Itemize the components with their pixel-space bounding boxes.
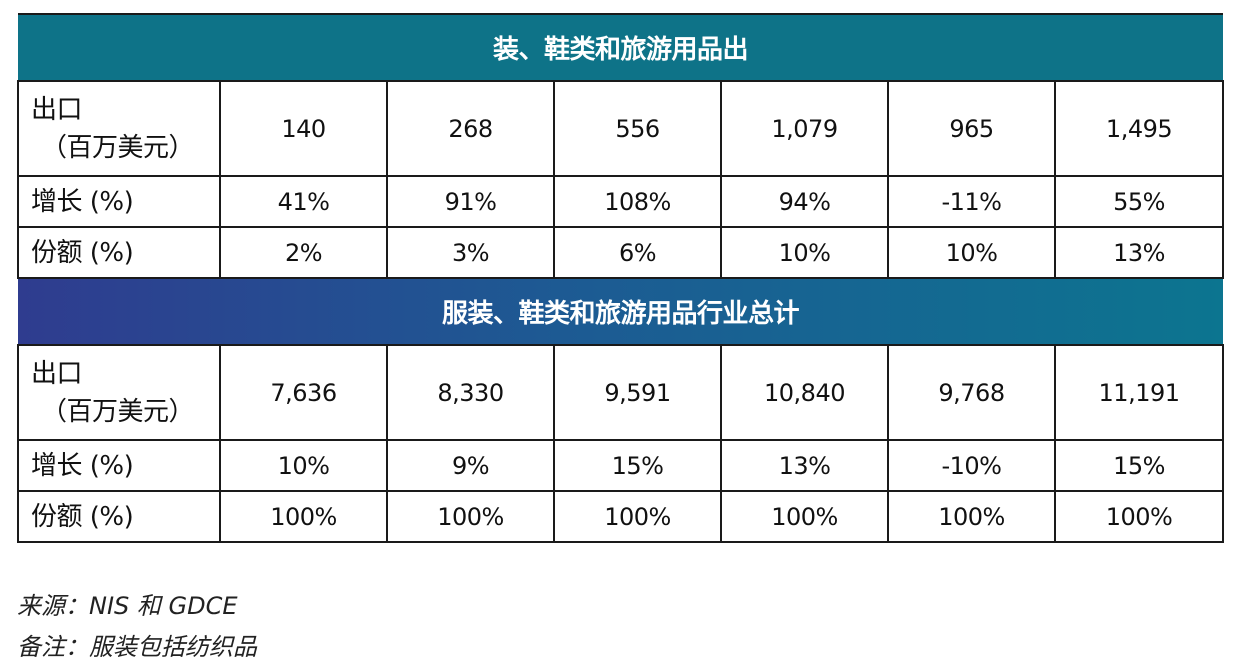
table-row: 份额 (%) 100% 100% 100% 100% 100% 100%	[17, 490, 1225, 543]
row-label-line2: （百万美元）	[41, 396, 195, 427]
row-label: 份额 (%)	[17, 490, 221, 543]
table-cell: 9,768	[887, 344, 1056, 441]
row-label-line2: （百万美元）	[41, 132, 195, 163]
table-cell: 10%	[720, 226, 889, 279]
table-cell: 1,495	[1053, 80, 1225, 177]
table-cell: 8,330	[386, 344, 555, 441]
table-cell: 11,191	[1053, 344, 1225, 441]
table-cell: -11%	[887, 175, 1056, 228]
table-cell: 10%	[887, 226, 1056, 279]
table-cell: 15%	[1053, 439, 1225, 492]
table-row: 增长 (%) 10% 9% 15% 13% -10% 15%	[17, 439, 1225, 492]
table-cell: 9,591	[553, 344, 722, 441]
table-cell: 3%	[386, 226, 555, 279]
table-cell: 55%	[1053, 175, 1225, 228]
table-cell: 41%	[219, 175, 388, 228]
table-cell: 94%	[720, 175, 889, 228]
export-table: 装、鞋类和旅游用品出 出口 （百万美元） 140 268 556 1,079 96…	[17, 13, 1225, 543]
table-row: 增长 (%) 41% 91% 108% 94% -11% 55%	[17, 175, 1225, 228]
table-cell: 13%	[720, 439, 889, 492]
table-cell: 108%	[553, 175, 722, 228]
table-cell: 556	[553, 80, 722, 177]
table-cell: 1,079	[720, 80, 889, 177]
remark-note: 备注：服装包括纺织品	[17, 633, 257, 661]
row-label: 增长 (%)	[17, 175, 221, 228]
table-row: 出口 （百万美元） 140 268 556 1,079 965 1,495	[17, 80, 1225, 177]
row-label-line1: 出口	[31, 358, 83, 389]
table-cell: 100%	[386, 490, 555, 543]
table-cell: 15%	[553, 439, 722, 492]
table-cell: 13%	[1053, 226, 1225, 279]
row-label: 出口 （百万美元）	[17, 80, 221, 177]
section2-header-row: 服装、鞋类和旅游用品行业总计	[18, 277, 1224, 346]
table-cell: -10%	[887, 439, 1056, 492]
table-cell: 2%	[219, 226, 388, 279]
section1-header-row: 装、鞋类和旅游用品出	[18, 13, 1224, 82]
row-label-line1: 出口	[31, 94, 83, 125]
row-label: 份额 (%)	[17, 226, 221, 279]
table-cell: 100%	[219, 490, 388, 543]
section1-title: 装、鞋类和旅游用品出	[18, 13, 1224, 82]
table-cell: 10,840	[720, 344, 889, 441]
table-cell: 10%	[219, 439, 388, 492]
table-cell: 9%	[386, 439, 555, 492]
table-row: 份额 (%) 2% 3% 6% 10% 10% 13%	[17, 226, 1225, 279]
section2-title: 服装、鞋类和旅游用品行业总计	[18, 277, 1224, 346]
table-cell: 140	[219, 80, 388, 177]
table-cell: 7,636	[219, 344, 388, 441]
table-cell: 100%	[887, 490, 1056, 543]
table-cell: 6%	[553, 226, 722, 279]
row-label: 出口 （百万美元）	[17, 344, 221, 441]
table-row: 出口 （百万美元） 7,636 8,330 9,591 10,840 9,768 …	[17, 344, 1225, 441]
source-note: 来源：NIS 和 GDCE	[17, 592, 238, 620]
table-cell: 100%	[1053, 490, 1225, 543]
table-cell: 100%	[553, 490, 722, 543]
row-label: 增长 (%)	[17, 439, 221, 492]
table-cell: 91%	[386, 175, 555, 228]
table-cell: 268	[386, 80, 555, 177]
table-cell: 100%	[720, 490, 889, 543]
table-cell: 965	[887, 80, 1056, 177]
